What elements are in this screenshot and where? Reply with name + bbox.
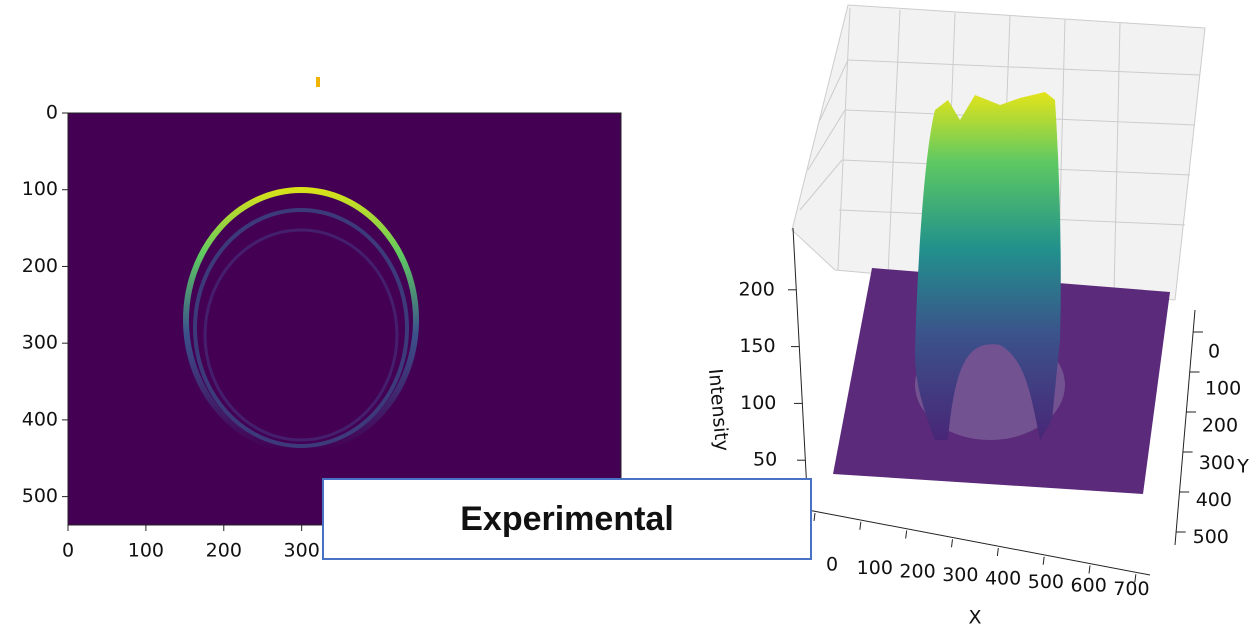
y-tick-label: 500 <box>1193 526 1229 548</box>
x-tick-label: 400 <box>985 567 1021 589</box>
x-tick <box>951 539 953 548</box>
x-tick-label: 0 <box>62 540 74 562</box>
x-axis-label: X <box>968 607 981 629</box>
x-axis <box>807 509 1151 576</box>
y-axis <box>1174 309 1196 546</box>
y-tick-label: 400 <box>1196 489 1232 511</box>
heatmap-image <box>67 112 622 526</box>
x-tick <box>1042 556 1045 565</box>
z-axis <box>792 227 809 511</box>
y-tick-label: 100 <box>1205 378 1241 400</box>
x-tick <box>1088 565 1091 574</box>
z-tick-label: 50 <box>753 449 777 471</box>
x-tick <box>905 530 908 539</box>
x-tick-label: 100 <box>128 540 164 562</box>
x-tick-label: 200 <box>899 560 935 582</box>
x-tick-label: 200 <box>206 540 242 562</box>
y-tick-label: 500 <box>22 485 58 507</box>
x-tick-label: 600 <box>1071 574 1107 596</box>
x-tick <box>996 547 999 557</box>
marker <box>316 77 320 87</box>
x-tick-label: 500 <box>1028 571 1064 593</box>
annotation-box: Experimental <box>322 478 812 560</box>
x-tick <box>813 512 816 522</box>
x-tick-label: 0 <box>826 554 838 576</box>
y-axis-label: Y <box>1236 456 1249 478</box>
x-tick <box>1134 574 1137 583</box>
y-tick-label: 0 <box>46 102 58 124</box>
z-tick-label: 100 <box>740 392 776 414</box>
z-tick-label: 150 <box>739 335 775 357</box>
z-axis-label: Intensity <box>704 368 733 452</box>
y-tick-label: 300 <box>1199 452 1235 474</box>
y-tick-label: 0 <box>1208 341 1220 363</box>
ring <box>183 187 419 453</box>
y-tick-label: 200 <box>1202 415 1238 437</box>
annotation: Experimental <box>460 499 674 538</box>
surface <box>915 92 1061 440</box>
ring <box>203 228 399 442</box>
y-tick-label: 100 <box>22 178 58 200</box>
y-tick-label: 300 <box>22 332 58 354</box>
x-tick-label: 300 <box>942 564 978 586</box>
x-tick-label: 100 <box>857 557 893 579</box>
ring <box>193 208 409 448</box>
x-tick-label: 300 <box>284 540 320 562</box>
y-tick-label: 200 <box>22 255 58 277</box>
x-tick <box>859 521 862 530</box>
y-tick-label: 400 <box>22 408 58 430</box>
z-tick-label: 200 <box>739 278 775 300</box>
x-tick-label: 700 <box>1113 578 1149 600</box>
